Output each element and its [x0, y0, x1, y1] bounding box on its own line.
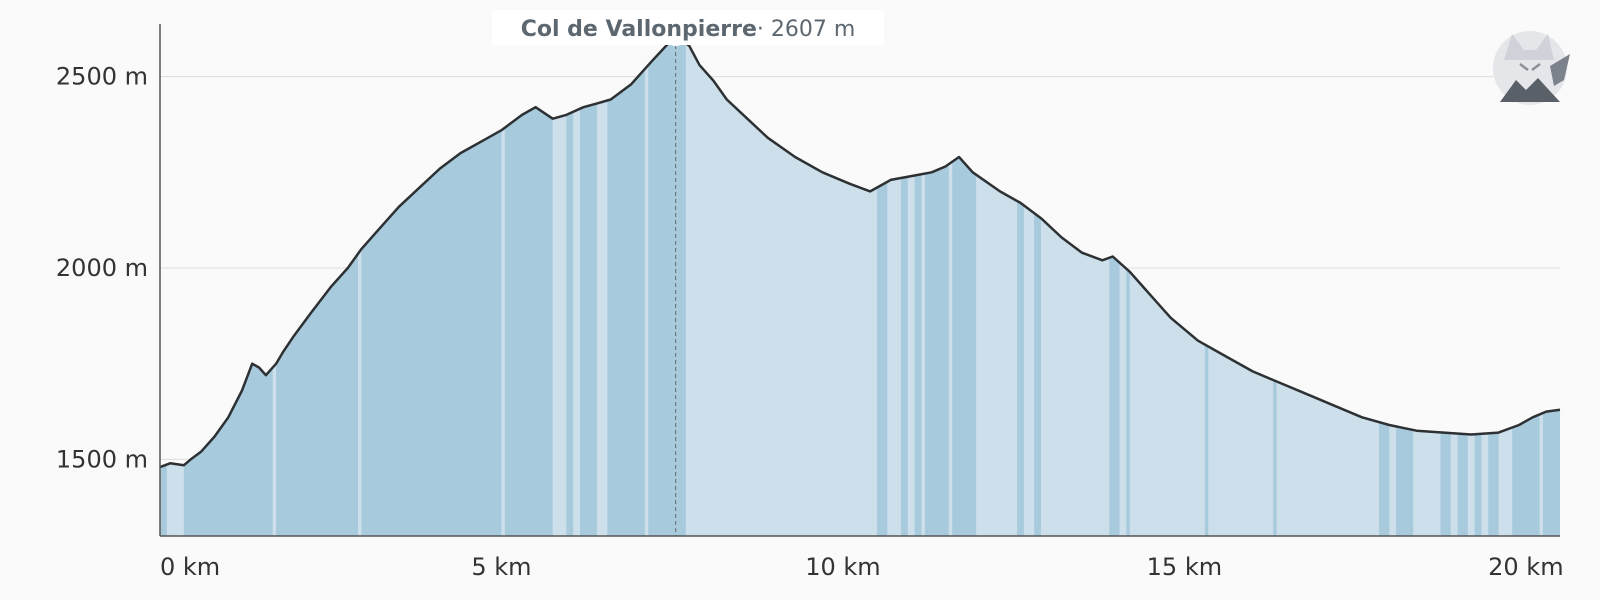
x-tick-label: 0 km — [160, 553, 220, 581]
elevation-line — [159, 34, 1561, 469]
x-tick-label: 5 km — [471, 553, 531, 581]
x-tick-label: 10 km — [805, 553, 880, 581]
steep-band — [952, 35, 977, 536]
y-tick-label: 2000 m — [56, 254, 148, 282]
steep-band — [877, 35, 888, 536]
fox-mountain-logo-icon — [1493, 31, 1570, 105]
svg-text:Col de Vallonpierre· 2607 m: Col de Vallonpierre· 2607 m — [521, 17, 856, 42]
steep-band — [1126, 35, 1130, 536]
steep-band — [607, 35, 645, 536]
x-tick-label: 15 km — [1147, 553, 1222, 581]
y-tick-label: 2500 m — [56, 63, 148, 91]
steep-band — [504, 35, 553, 536]
steep-band — [648, 35, 686, 536]
peak-tooltip: Col de Vallonpierre· 2607 m — [492, 10, 884, 45]
steep-band — [1109, 35, 1120, 536]
steep-band — [900, 35, 908, 536]
steep-band — [914, 35, 922, 536]
peak-elevation: · 2607 m — [757, 17, 855, 42]
axes — [159, 24, 1560, 537]
y-tick-label: 1500 m — [56, 445, 148, 473]
steep-band — [566, 35, 574, 536]
steep-band — [1017, 35, 1024, 536]
peak-name: Col de Vallonpierre — [521, 17, 757, 42]
steep-band — [1034, 35, 1041, 536]
tick-labels: 1500 m 2000 m 2500 m 0 km 5 km 10 km 15 km 20 k… — [56, 63, 1564, 581]
x-tick-label: 20 km — [1488, 553, 1563, 581]
steep-band — [580, 35, 598, 536]
steep-band — [924, 35, 949, 536]
steep-band — [361, 35, 502, 536]
